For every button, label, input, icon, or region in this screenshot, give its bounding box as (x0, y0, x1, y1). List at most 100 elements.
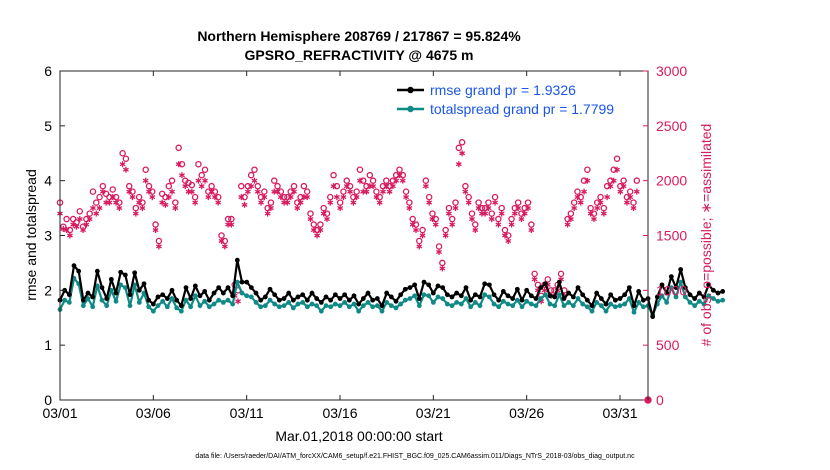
rmse-point (589, 303, 595, 309)
obs-assimilated-marker (376, 199, 383, 206)
obs-assimilated-marker (152, 227, 159, 234)
rmse-point (402, 286, 408, 292)
rmse-point (617, 296, 623, 301)
obs-assimilated-marker (324, 216, 330, 223)
rmse-point (122, 272, 128, 278)
totalspread-point (570, 303, 576, 309)
rmse-point (332, 292, 338, 298)
rmse-point (262, 294, 268, 300)
totalspread-point (682, 294, 688, 300)
totalspread-point (99, 297, 105, 303)
obs-assimilated-marker (113, 199, 119, 206)
rmse-point (584, 297, 590, 303)
obs-assimilated-marker (248, 183, 255, 190)
obs-assimilated-marker (617, 188, 624, 195)
obs-assimilated-marker (215, 199, 222, 206)
totalspread-point (440, 296, 446, 301)
rmse-point (552, 294, 558, 300)
rmse-point (701, 294, 707, 300)
totalspread-point (720, 297, 726, 303)
totalspread-point (552, 303, 558, 309)
totalspread-point (183, 297, 189, 303)
x-tick-label: 03/21 (416, 405, 451, 421)
obs-assimilated-marker (492, 199, 499, 206)
rmse-point (379, 303, 385, 309)
totalspread-point (220, 299, 226, 305)
totalspread-point (626, 296, 632, 301)
rmse-point (276, 297, 282, 303)
data-file-footer: data file: /Users/raeder/DAI/ATM_forcXX/… (195, 453, 635, 460)
totalspread-point (706, 293, 712, 299)
totalspread-point (113, 298, 119, 304)
obs-assimilated-marker (83, 221, 90, 228)
obs-assimilated-marker (363, 188, 370, 195)
obs-assimilated-marker (198, 183, 205, 190)
rmse-point (220, 290, 226, 296)
totalspread-point (318, 308, 324, 314)
obs-assimilated-marker (182, 183, 189, 190)
totalspread-point (678, 279, 684, 285)
legend: rmse grand pr = 1.9326 totalspread grand… (397, 82, 614, 117)
totalspread-point (108, 287, 114, 293)
obs-possible-marker (168, 177, 176, 184)
obs-assimilated-marker (274, 188, 281, 195)
rmse-point (211, 290, 217, 296)
rmse-point (146, 297, 152, 303)
totalspread-point (365, 299, 371, 305)
obs-assimilated-marker (221, 243, 228, 250)
totalspread-point (346, 304, 352, 310)
totalspread-point (337, 303, 343, 309)
rmse-point (304, 297, 310, 303)
totalspread-point (393, 305, 399, 311)
rmse-point (80, 297, 86, 303)
obs-assimilated-marker (521, 210, 528, 217)
obs-assimilated-marker (416, 243, 423, 250)
totalspread-point (225, 297, 231, 303)
obs-assimilated-marker (320, 210, 327, 217)
y-tick-label: 6 (44, 63, 52, 79)
obs-assimilated-marker (192, 199, 199, 206)
obs-assimilated-marker (122, 166, 129, 173)
totalspread-point (566, 299, 572, 305)
obs-possible-marker (109, 186, 116, 193)
rmse-point (510, 296, 516, 301)
obs-assimilated-marker (442, 232, 449, 239)
rmse-point (519, 297, 525, 303)
obs-assimilated-marker (330, 183, 337, 190)
obs-assimilated-marker (310, 227, 317, 234)
totalspread-point (468, 304, 474, 310)
totalspread-point (701, 301, 707, 307)
y2-tick-label: 3000 (656, 63, 687, 79)
totalspread-point (514, 297, 520, 303)
obs-assimilated-marker (146, 188, 152, 195)
totalspread-point (715, 298, 721, 304)
rmse-point (570, 294, 576, 300)
totalspread-point (444, 301, 450, 307)
rmse-point (407, 285, 413, 290)
totalspread-point (290, 305, 296, 311)
obs-assimilated-marker (294, 205, 301, 212)
rmse-point (104, 296, 110, 301)
rmse-point (631, 303, 637, 309)
totalspread-point (178, 308, 184, 314)
obs-assimilated-marker (139, 205, 146, 212)
rmse-point (225, 285, 231, 290)
obs-assimilated-marker (380, 188, 386, 195)
obs-assimilated-marker (482, 210, 489, 217)
obs-assimilated-marker (66, 232, 73, 239)
x-tick-label: 03/31 (602, 405, 637, 421)
y2-tick-label: 500 (656, 337, 680, 353)
series-layer (57, 257, 726, 320)
obs-assimilated-marker (287, 194, 294, 201)
obs-possible-marker (238, 182, 245, 190)
totalspread-point (416, 303, 422, 309)
rmse-point (136, 287, 142, 293)
obs-assimilated-marker (304, 194, 311, 201)
rmse-point (183, 285, 189, 290)
totalspread-point (192, 293, 198, 299)
rmse-point (323, 294, 329, 300)
obs-assimilated-marker (80, 227, 87, 234)
obs-possible-marker (455, 144, 463, 152)
rmse-point (444, 292, 450, 298)
obs-assimilated-marker (409, 221, 416, 228)
